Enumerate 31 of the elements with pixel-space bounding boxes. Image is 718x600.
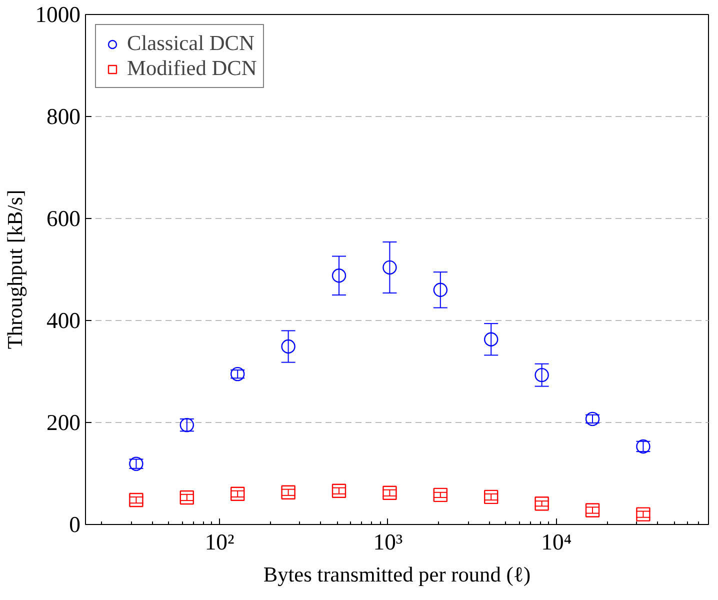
- x-axis-title: Bytes transmitted per round (ℓ): [263, 562, 531, 586]
- point: [636, 507, 650, 522]
- point: [281, 339, 296, 354]
- point: [433, 488, 448, 502]
- x-tick-label: 10³: [373, 530, 403, 554]
- point: [129, 492, 144, 508]
- point: [484, 332, 498, 346]
- y-tick-label: 1000: [35, 2, 80, 27]
- point: [585, 503, 600, 518]
- y-tick-label: 800: [46, 104, 80, 129]
- point: [484, 490, 498, 504]
- point: [230, 486, 245, 501]
- point: [180, 490, 194, 505]
- point: [534, 368, 549, 382]
- point: [534, 496, 549, 511]
- point: [230, 366, 245, 382]
- point: [382, 260, 397, 275]
- x-tick-label: 10⁴: [541, 530, 572, 554]
- legend-label: Classical DCN: [127, 31, 254, 56]
- point: [332, 268, 346, 283]
- legend-label: Modified DCN: [127, 56, 257, 81]
- point: [433, 282, 448, 297]
- point: [332, 484, 346, 498]
- point: [382, 486, 397, 500]
- x-tick-label: 10²: [204, 530, 234, 554]
- y-tick-label: 400: [46, 308, 80, 333]
- y-tick-label: 0: [69, 512, 80, 537]
- y-tick-label: 200: [46, 410, 80, 435]
- y-axis-title: Throughput [kB/s]: [3, 190, 28, 350]
- y-tick-label: 600: [46, 206, 80, 231]
- point: [281, 485, 296, 500]
